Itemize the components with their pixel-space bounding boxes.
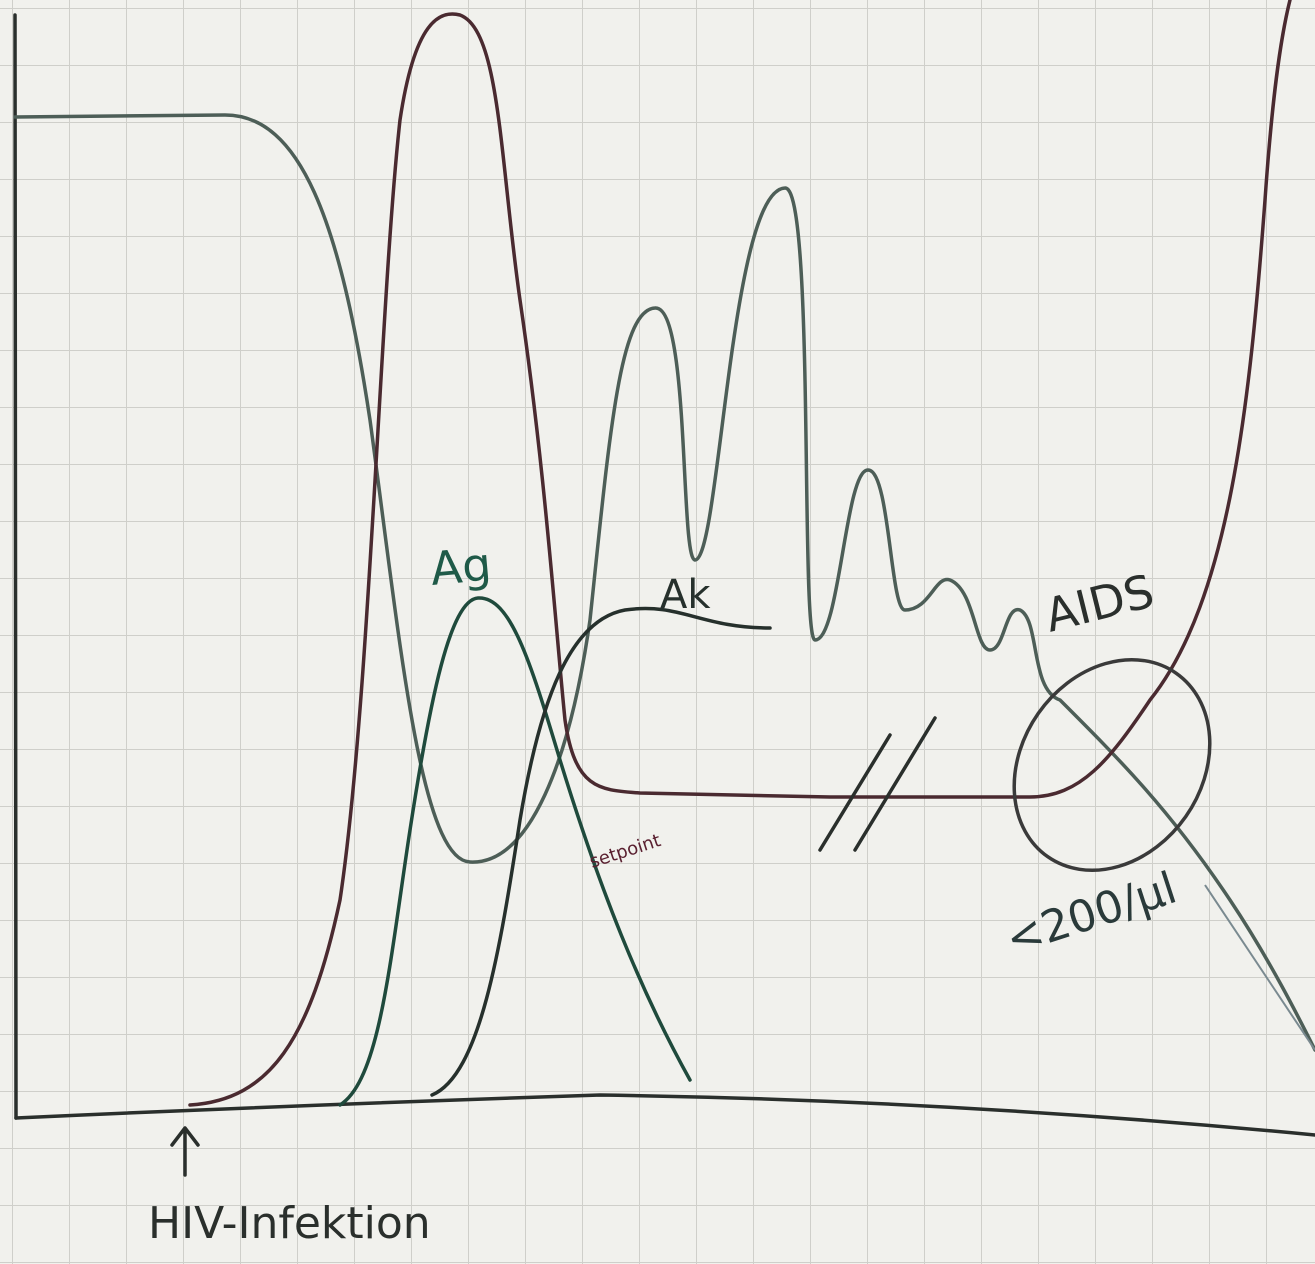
infection-label: HIV-Infektion: [148, 1198, 431, 1249]
x-axis: [14, 1093, 1315, 1137]
pointer-line: [1204, 884, 1315, 1051]
viral-load-curve: [188, 0, 1292, 1107]
aids-ellipse: [1012, 657, 1212, 873]
infection-arrow: [170, 1126, 200, 1177]
antibody-curve: [430, 606, 772, 1097]
antibody-label: Ak: [660, 572, 711, 618]
break-marks: [818, 716, 937, 852]
y-axis: [13, 13, 18, 1120]
antigen-label: Ag: [428, 537, 493, 596]
cd4-curve: [13, 113, 1315, 1052]
antigen-curve: [338, 596, 692, 1107]
